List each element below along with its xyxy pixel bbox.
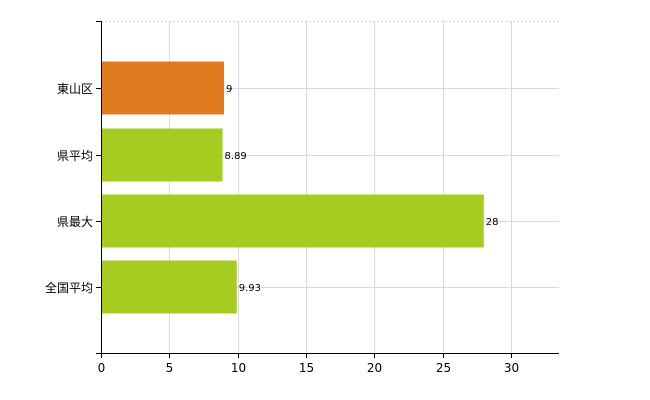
bar-2	[101, 194, 484, 248]
bar-1	[101, 128, 223, 182]
x-tick-label: 10	[231, 361, 246, 375]
category-label: 県平均	[57, 149, 93, 163]
category-label: 全国平均	[45, 280, 93, 295]
bars	[101, 61, 484, 314]
x-tick-label: 5	[166, 361, 174, 375]
x-tick-label: 20	[367, 361, 382, 375]
category-label: 県最大	[57, 215, 93, 229]
axes	[96, 21, 559, 358]
x-tick-label: 0	[98, 361, 106, 375]
x-tick-label: 15	[299, 361, 314, 375]
value-label: 8.89	[225, 151, 247, 162]
value-label: 9	[226, 84, 232, 95]
x-tick-label: 30	[504, 361, 519, 375]
category-label: 東山区	[57, 82, 93, 96]
value-label: 28	[486, 217, 499, 228]
bar-3	[101, 260, 237, 314]
bar-0	[101, 61, 225, 115]
x-tick-label: 25	[436, 361, 451, 375]
value-label: 9.93	[239, 283, 261, 294]
